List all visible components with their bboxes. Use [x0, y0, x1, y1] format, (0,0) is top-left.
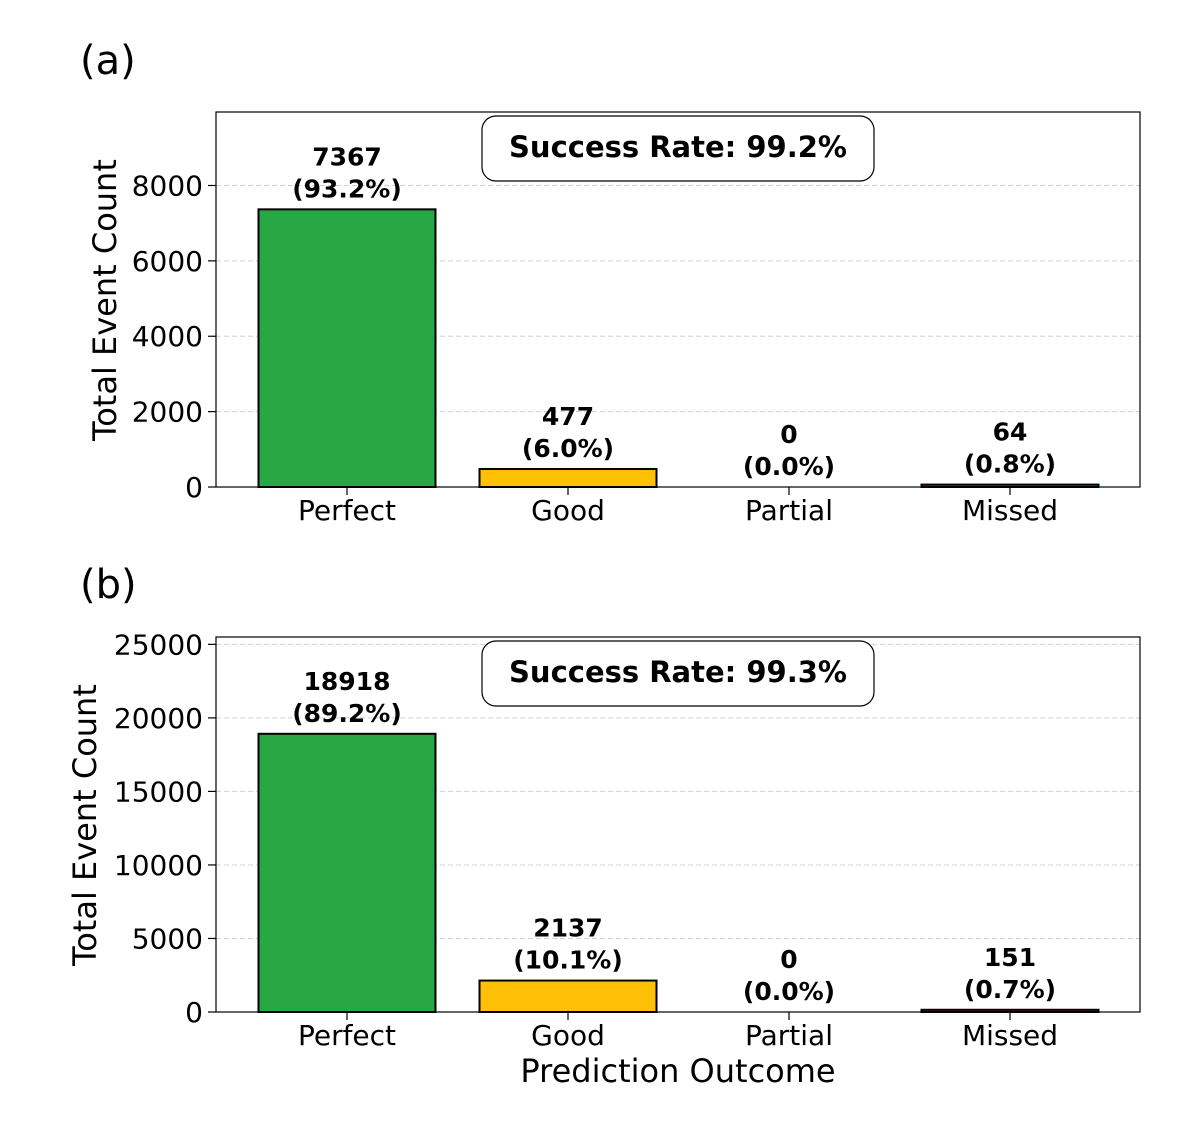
x-axis-label-b: Prediction Outcome — [520, 1052, 835, 1090]
x-tick-label-a-missed: Missed — [962, 494, 1058, 527]
success-rate-frame-b — [481, 640, 875, 707]
bar-count-label-a-good: 477 — [542, 402, 594, 431]
bar-percent-label-a-perfect: (93.2%) — [292, 174, 402, 203]
bar-count-label-b-good: 2137 — [533, 914, 603, 943]
y-axis-label-b: Total Event Count — [66, 684, 104, 967]
panel-b: (b) 0 5000 10000 15000 20000 25000 Perfect Goo… — [66, 562, 1141, 1090]
bar-count-label-b-missed: 151 — [984, 943, 1036, 972]
x-tick-label-b-good: Good — [531, 1019, 605, 1052]
bar-b-perfect — [257, 732, 437, 1013]
y-tick-label-a-0: 0 — [185, 471, 203, 504]
y-ticks-a: 0 2000 4000 6000 8000 — [132, 169, 216, 504]
x-tick-label-a-perfect: Perfect — [298, 494, 396, 527]
y-tick-label-b-5000: 5000 — [132, 922, 203, 955]
y-tick-label-b-25000: 25000 — [114, 628, 203, 661]
plot-frame-b — [215, 636, 1141, 1013]
bar-labels-a: 7367 (93.2%) 477 (6.0%) 0 (0.0%) 64 (0.8%) — [292, 142, 1056, 481]
bars-b — [257, 732, 1100, 1014]
panel-a: (a) 0 2000 4000 6000 8000 Perfect Good Partial… — [80, 38, 1141, 527]
bars-a — [257, 208, 1100, 489]
bar-a-good — [478, 468, 658, 488]
success-rate-box-b: Success Rate: 99.3% — [481, 640, 875, 707]
success-rate-frame-a — [481, 115, 875, 182]
success-rate-text-a: Success Rate: 99.2% — [509, 130, 847, 164]
y-tick-label-a-4000: 4000 — [132, 320, 203, 353]
panel-label-a: (a) — [80, 38, 136, 84]
y-axis-label-a: Total Event Count — [86, 159, 124, 442]
y-tick-label-b-10000: 10000 — [114, 849, 203, 882]
x-tick-label-b-missed: Missed — [962, 1019, 1058, 1052]
x-ticks-a: Perfect Good Partial Missed — [298, 487, 1058, 527]
bar-count-label-a-missed: 64 — [993, 418, 1028, 447]
bar-count-label-b-partial: 0 — [780, 945, 797, 974]
bar-percent-label-b-good: (10.1%) — [513, 946, 623, 975]
x-tick-label-b-partial: Partial — [745, 1019, 833, 1052]
bar-count-label-a-perfect: 7367 — [312, 142, 382, 171]
bar-percent-label-b-missed: (0.7%) — [964, 975, 1056, 1004]
bar-percent-label-b-perfect: (89.2%) — [292, 699, 402, 728]
y-tick-label-a-8000: 8000 — [132, 169, 203, 202]
bar-b-good — [478, 979, 658, 1014]
y-ticks-b: 0 5000 10000 15000 20000 25000 — [114, 628, 216, 1029]
bar-a-perfect — [257, 208, 437, 488]
y-tick-label-b-15000: 15000 — [114, 775, 203, 808]
x-tick-label-b-perfect: Perfect — [298, 1019, 396, 1052]
y-tick-label-a-2000: 2000 — [132, 396, 203, 429]
x-ticks-b: Perfect Good Partial Missed — [298, 1012, 1058, 1052]
bar-count-label-b-perfect: 18918 — [304, 667, 391, 696]
x-tick-label-a-good: Good — [531, 494, 605, 527]
bar-percent-label-a-partial: (0.0%) — [743, 452, 835, 481]
bar-percent-label-b-partial: (0.0%) — [743, 977, 835, 1006]
plot-frame-a — [215, 111, 1141, 488]
success-rate-text-b: Success Rate: 99.3% — [509, 655, 847, 689]
bar-count-label-a-partial: 0 — [780, 420, 797, 449]
y-tick-label-b-20000: 20000 — [114, 702, 203, 735]
panel-label-b: (b) — [80, 562, 137, 608]
success-rate-box-a: Success Rate: 99.2% — [481, 115, 875, 182]
bar-labels-b: 18918 (89.2%) 2137 (10.1%) 0 (0.0%) 151 (0.7%) — [292, 667, 1056, 1006]
bar-percent-label-a-missed: (0.8%) — [964, 450, 1056, 479]
y-tick-label-a-6000: 6000 — [132, 245, 203, 278]
x-tick-label-a-partial: Partial — [745, 494, 833, 527]
bar-percent-label-a-good: (6.0%) — [522, 434, 614, 463]
y-tick-label-b-0: 0 — [185, 996, 203, 1029]
